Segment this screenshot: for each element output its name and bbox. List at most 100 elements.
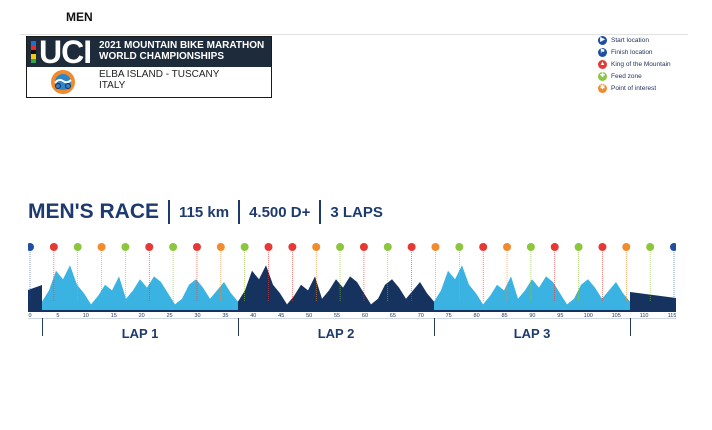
route-marker-icon xyxy=(455,243,464,251)
lap-divider xyxy=(630,318,631,336)
km-tick-label: 95 xyxy=(557,313,563,318)
km-tick-label: 90 xyxy=(529,313,535,318)
route-marker-icon xyxy=(526,243,535,251)
route-marker-icon xyxy=(646,243,655,251)
heading-separator xyxy=(319,200,322,224)
lap-2-label: LAP 2 xyxy=(317,326,355,341)
km-tick-label: 30 xyxy=(194,313,200,318)
legend-item-finish: ⚑ Finish location xyxy=(598,46,671,58)
route-marker-icon xyxy=(574,243,583,251)
km-tick-label: 50 xyxy=(306,313,312,318)
legend-label: Start location xyxy=(611,36,649,44)
route-marker-icon xyxy=(359,243,368,251)
lap-1-profile xyxy=(42,265,238,310)
legend-item-kom: ▲ King of the Mountain xyxy=(598,58,671,70)
race-title: MEN'S RACE xyxy=(28,200,160,223)
route-marker-icon xyxy=(73,243,82,251)
title-line-1: 2021 MOUNTAIN BIKE MARATHON xyxy=(99,40,265,51)
event-location: ELBA ISLAND - TUSCANY ITALY xyxy=(99,69,219,91)
legend-label: Feed zone xyxy=(611,72,642,80)
route-marker-icon xyxy=(312,243,321,251)
route-marker-icon xyxy=(336,243,345,251)
route-marker-icon xyxy=(49,243,58,251)
top-divider xyxy=(20,34,688,35)
map-legend: ▶ Start location ⚑ Finish location ▲ Kin… xyxy=(598,34,671,94)
lap-divider xyxy=(434,318,435,336)
lap-bar-rule xyxy=(28,318,676,319)
title-line-2: WORLD CHAMPIONSHIPS xyxy=(99,51,224,62)
km-tick-label: 75 xyxy=(446,313,452,318)
km-tick-label: 15 xyxy=(111,313,117,318)
race-distance: 115 km xyxy=(179,203,230,221)
route-marker-icon xyxy=(216,243,225,251)
stripe-yellow xyxy=(31,54,36,59)
logo-band: UCI 2021 MOUNTAIN BIKE MARATHON WORLD CH… xyxy=(27,34,271,70)
race-heading: MEN'S RACE 115 km 4.500 D+ 3 LAPS xyxy=(28,200,383,224)
start-segment xyxy=(28,285,42,310)
legend-item-start: ▶ Start location xyxy=(598,34,671,46)
km-tick-label: 80 xyxy=(474,313,480,318)
route-marker-icon xyxy=(97,243,106,251)
route-marker-icon xyxy=(598,243,607,251)
finish-flag-icon: ⚑ xyxy=(598,47,607,57)
lap-divider xyxy=(42,318,43,336)
route-marker-icon xyxy=(145,243,154,251)
mountain-icon: ▲ xyxy=(598,59,607,69)
lap-2-profile xyxy=(238,265,434,310)
km-tick-label: 105 xyxy=(612,313,621,318)
finish-segment xyxy=(630,292,676,310)
km-tick-label: 115 xyxy=(668,313,676,318)
km-tick-label: 45 xyxy=(278,313,284,318)
lap-1-label: LAP 1 xyxy=(121,326,159,341)
stripe-blue xyxy=(31,41,36,46)
route-marker-icon xyxy=(479,243,488,251)
km-tick-label: 20 xyxy=(139,313,145,318)
route-marker-icon xyxy=(169,243,178,251)
legend-item-feed: ✚ Feed zone xyxy=(598,70,671,82)
route-marker-icon xyxy=(670,243,678,251)
route-marker-icon xyxy=(264,243,273,251)
km-tick-label: 85 xyxy=(501,313,507,318)
km-tick-label: 100 xyxy=(584,313,593,318)
event-logo: UCI 2021 MOUNTAIN BIKE MARATHON WORLD CH… xyxy=(26,34,272,100)
km-tick-label: 70 xyxy=(418,313,424,318)
location-line-1: ELBA ISLAND - TUSCANY xyxy=(99,69,220,80)
feed-icon: ✚ xyxy=(598,71,607,81)
route-marker-icon xyxy=(192,243,201,251)
route-marker-icon xyxy=(503,243,512,251)
play-icon: ▶ xyxy=(598,35,607,45)
route-marker-icon xyxy=(383,243,392,251)
route-marker-icon xyxy=(622,243,631,251)
route-marker-icon xyxy=(288,243,297,251)
km-tick-label: 25 xyxy=(167,313,173,318)
route-marker-icon xyxy=(26,243,34,251)
route-marker-icon xyxy=(121,243,130,251)
uci-wordmark: UCI xyxy=(39,34,92,70)
star-icon: ✱ xyxy=(598,83,607,93)
heading-separator xyxy=(238,200,241,224)
km-tick-label: 10 xyxy=(83,313,89,318)
stripe-green xyxy=(31,58,36,64)
lap-divider xyxy=(238,318,239,336)
km-tick-label: 40 xyxy=(250,313,256,318)
route-marker-icon xyxy=(407,243,416,251)
lap-bar: LAP 1 LAP 2 LAP 3 xyxy=(28,318,676,342)
heading-separator xyxy=(168,200,171,224)
stripe-black xyxy=(31,49,36,55)
km-tick-label: 5 xyxy=(56,313,59,318)
elevation-profile-graphic: 0 5 10 15 20 25 30 35 40 45 50 55 60 65 70 75 80 85 90 95 10… xyxy=(26,243,678,319)
km-tick-label: 0 xyxy=(28,313,31,318)
rainbow-stripes xyxy=(31,41,36,64)
km-tick-label: 65 xyxy=(390,313,396,318)
legend-label: Finish location xyxy=(611,48,653,56)
category-label: MEN xyxy=(66,10,93,24)
elba-emblem-icon xyxy=(47,69,79,100)
legend-item-poi: ✱ Point of interest xyxy=(598,82,671,94)
race-laps: 3 LAPS xyxy=(330,203,383,221)
legend-label: Point of interest xyxy=(611,84,657,92)
location-line-2: ITALY xyxy=(99,80,126,91)
lap-3-label: LAP 3 xyxy=(513,326,551,341)
km-tick-label: 110 xyxy=(640,313,649,318)
km-tick-label: 60 xyxy=(362,313,368,318)
route-marker-icon xyxy=(431,243,440,251)
